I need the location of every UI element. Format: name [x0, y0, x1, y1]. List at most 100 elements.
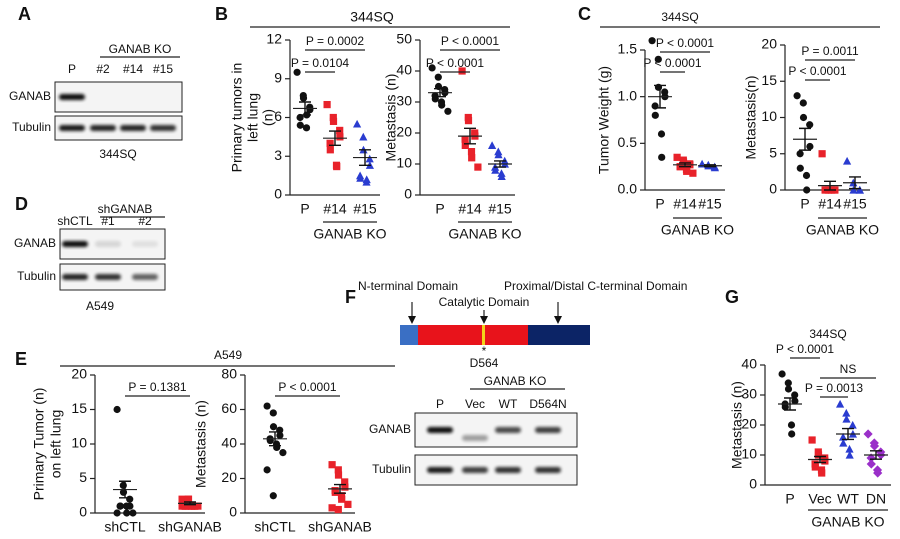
point [808, 436, 816, 444]
y-axis-label: Metastasis (n) [383, 74, 399, 162]
x-tick-label: #14 [458, 201, 482, 217]
x-tick-label: #14 [323, 201, 347, 217]
lane-label: Vec [465, 397, 485, 411]
comparison-label: P = 0.0104 [291, 56, 349, 70]
y-tick-label: 10 [741, 446, 757, 462]
y-tick-label: 10 [71, 435, 87, 451]
point [329, 113, 337, 122]
error-bar [494, 160, 506, 168]
domain-c [528, 325, 590, 345]
point [689, 169, 697, 177]
comparison-label: P < 0.0001 [776, 342, 834, 356]
domain-label: N-terminal Domain [358, 279, 458, 293]
point [428, 64, 436, 72]
point [787, 421, 796, 429]
site-label: D564 [470, 356, 499, 370]
comparison-label: P < 0.0001 [656, 36, 714, 50]
point [464, 117, 473, 125]
y-axis-label: Metastasis (n) [193, 400, 209, 488]
group-label: GANAB KO [448, 226, 521, 242]
point [658, 153, 666, 161]
y-tick-label: 40 [396, 62, 412, 78]
lane-label: P [436, 397, 444, 411]
y-tick-label: 15 [71, 400, 87, 416]
group-label: GANAB KO [313, 226, 386, 242]
point [873, 468, 883, 478]
row-label: GANAB [369, 422, 411, 436]
y-tick-label: 30 [396, 93, 412, 109]
x-tick-label: #15 [843, 196, 867, 212]
point [848, 420, 857, 429]
point [353, 119, 362, 128]
point [839, 432, 848, 441]
point [468, 154, 476, 162]
error-bar [359, 149, 371, 166]
band [95, 274, 121, 280]
y-tick-label: 0 [404, 186, 412, 202]
comparison-label: P = 0.0013 [805, 381, 863, 395]
x-tick-label: shCTL [104, 519, 145, 535]
cell-line: 344SQ [99, 147, 136, 161]
blot-frame [54, 81, 183, 113]
row-label: Tubulin [17, 269, 56, 283]
point [818, 150, 826, 158]
point [184, 502, 192, 510]
error-bar [842, 427, 854, 441]
error-bar [870, 450, 882, 460]
x-tick-label: WT [837, 491, 859, 507]
row-label: Tubulin [12, 120, 51, 134]
point [365, 154, 374, 163]
point [302, 124, 311, 132]
x-tick-label: shCTL [254, 519, 295, 535]
error-bar [334, 483, 346, 494]
point [679, 158, 688, 166]
point [497, 172, 506, 180]
y-tick-label: 0.5 [618, 134, 638, 150]
point [673, 153, 681, 161]
band [90, 125, 116, 131]
band [495, 427, 521, 433]
point [113, 509, 121, 517]
panel-letter: D [15, 194, 28, 214]
point [266, 436, 274, 445]
y-tick-label: 30 [741, 386, 757, 402]
y-tick-label: 15 [761, 72, 777, 88]
comparison-label: P < 0.0001 [643, 56, 701, 70]
group-label: GANAB KO [811, 514, 884, 530]
panel-title: A549 [214, 348, 242, 362]
band [132, 241, 158, 247]
point [784, 385, 793, 393]
band [132, 274, 158, 280]
point [855, 185, 864, 194]
error-bar [654, 84, 666, 109]
band [462, 435, 488, 441]
site-marker: * [482, 344, 487, 358]
panel-letter: B [215, 4, 228, 24]
point [842, 408, 851, 417]
y-tick-label: 10 [396, 155, 412, 171]
x-tick-label: P [785, 491, 794, 507]
point [796, 150, 804, 158]
domain-arrows [408, 302, 562, 324]
x-tick-label: shGANAB [308, 519, 372, 535]
point [334, 471, 343, 479]
error-bar [799, 127, 811, 151]
panel-letter: F [345, 287, 356, 307]
y-tick-label: 40 [221, 435, 237, 451]
point [491, 166, 500, 174]
point [839, 438, 848, 447]
comparison-label: P = 0.0011 [801, 44, 859, 58]
point [326, 139, 334, 147]
row-label: Tubulin [372, 462, 411, 476]
band [62, 241, 88, 247]
panel-letter: A [18, 4, 31, 24]
point [263, 466, 271, 474]
point [178, 502, 186, 510]
lane-label: #2 [96, 62, 110, 76]
y-tick-label: 12 [266, 31, 282, 47]
point [269, 409, 277, 417]
panel-letter: G [725, 287, 739, 307]
site-line [482, 325, 485, 345]
lane-label: P [68, 62, 76, 76]
point [126, 495, 134, 503]
